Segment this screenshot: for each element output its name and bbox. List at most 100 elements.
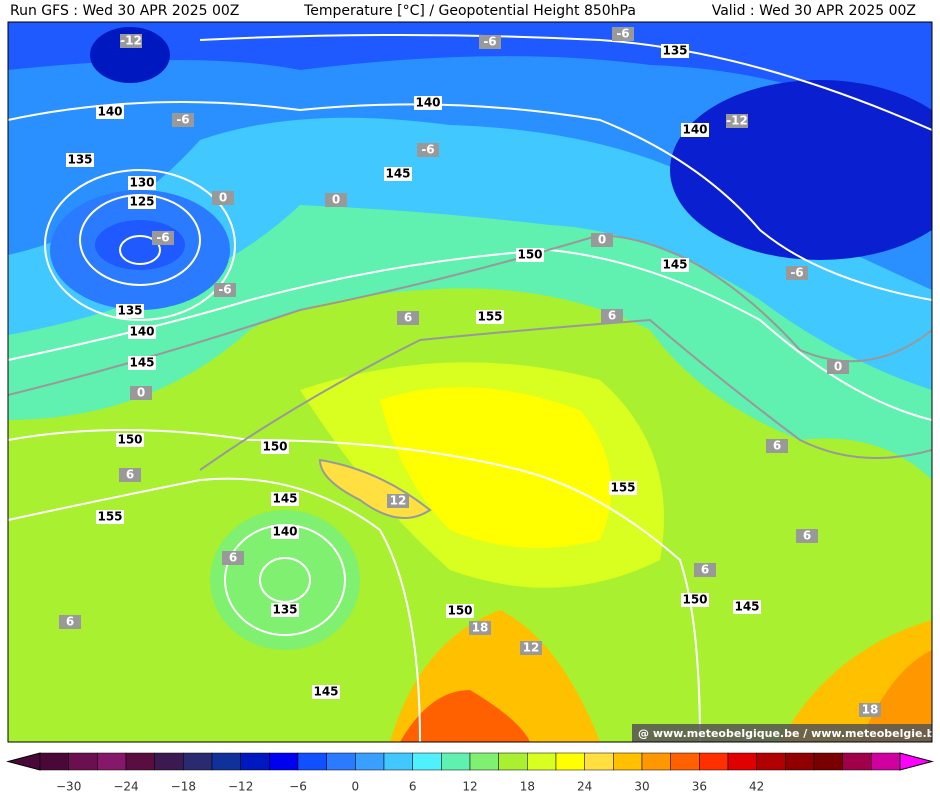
colorbar-label: 6	[409, 780, 417, 794]
temperature-label-box	[479, 35, 501, 49]
header-center: Temperature [°C] / Geopotential Height 8…	[303, 3, 636, 19]
temperature-label-box	[417, 143, 439, 157]
temperature-label: 0	[598, 233, 606, 247]
height-label: 145	[385, 167, 410, 181]
temperature-label-box	[214, 283, 236, 297]
temperature-label: -6	[483, 35, 496, 49]
height-label: 140	[97, 105, 122, 119]
temperature-label-box	[387, 494, 409, 508]
colorbar-end	[6, 752, 41, 771]
height-label-box	[116, 304, 144, 318]
temperature-label: 6	[229, 551, 237, 565]
temperature-label-box	[766, 439, 788, 453]
colorbar-segment	[584, 752, 614, 771]
temperature-label: -6	[176, 113, 189, 127]
colorbar-segment	[498, 752, 528, 771]
map-frame	[7, 21, 933, 743]
colorbar-label: −6	[289, 780, 307, 794]
temperature-label-box	[694, 563, 716, 577]
temperature-label: 18	[862, 703, 879, 717]
height-label: 135	[117, 304, 142, 318]
temperature-label: -6	[616, 27, 629, 41]
temperature-label: -6	[790, 266, 803, 280]
temperature-label-box	[786, 266, 808, 280]
temperature-label-box	[827, 360, 849, 374]
temperature-label-box	[469, 621, 491, 635]
height-label: 145	[313, 685, 338, 699]
colorbar-label: −12	[228, 780, 253, 794]
height-label: 140	[272, 525, 297, 539]
height-label-box	[516, 248, 544, 262]
temperature-label: 0	[219, 191, 227, 205]
colorbar-segment	[125, 752, 155, 771]
temperature-label: 12	[390, 494, 407, 508]
colorbar-segment	[383, 752, 413, 771]
temperature-label: 6	[404, 311, 412, 325]
colorbar-label: 18	[520, 780, 535, 794]
temperature-label-box	[520, 641, 542, 655]
temperature-label-box	[172, 113, 194, 127]
height-label-box	[96, 105, 124, 119]
height-label: 145	[272, 492, 297, 506]
colorbar-segment	[441, 752, 471, 771]
temperature-label: 6	[608, 309, 616, 323]
map: @ www.meteobelgique.be / www.meteobelgie…	[8, 22, 940, 742]
height-label-box	[476, 310, 504, 324]
colorbar-segment	[871, 752, 901, 771]
temperature-label-box	[726, 114, 748, 128]
colorbar-end	[899, 752, 934, 771]
colorbar-segment	[97, 752, 127, 771]
height-label-box	[414, 96, 442, 110]
temperature-label: 6	[701, 563, 709, 577]
height-label-box	[312, 685, 340, 699]
temperature-label-box	[591, 233, 613, 247]
colorbar-label: −18	[171, 780, 196, 794]
colorbar-segment	[355, 752, 385, 771]
height-label: 150	[447, 604, 472, 618]
colorbar-segment	[756, 752, 786, 771]
colorbar: −30 −24 −18 −12 −6 0 6 12 18 24 30 36 42	[6, 752, 934, 794]
temperature-label: -6	[156, 231, 169, 245]
temperature-label-box	[152, 231, 174, 245]
temperature-label-box	[120, 34, 142, 48]
height-label: 155	[97, 510, 122, 524]
height-label-box	[128, 356, 156, 370]
header-left: Run GFS : Wed 30 APR 2025 00Z	[10, 3, 239, 19]
height-label: 155	[477, 310, 502, 324]
temperature-label: 0	[834, 360, 842, 374]
height-label-box	[128, 325, 156, 339]
height-label-box	[128, 176, 156, 190]
colorbar-segment	[240, 752, 270, 771]
height-label: 155	[610, 481, 635, 495]
colorbar-segment	[297, 752, 327, 771]
colorbar-segment	[469, 752, 499, 771]
height-label: 145	[129, 356, 154, 370]
temperature-label-box	[612, 27, 634, 41]
colorbar-label: 0	[352, 780, 360, 794]
height-label-box	[446, 604, 474, 618]
height-label-box	[384, 167, 412, 181]
height-label: 135	[662, 44, 687, 58]
height-label: 140	[682, 123, 707, 137]
colorbar-segment	[39, 752, 69, 771]
temperature-label: -6	[421, 143, 434, 157]
height-label-box	[96, 510, 124, 524]
colorbar-segment	[68, 752, 98, 771]
height-label-box	[128, 195, 156, 209]
height-label: 150	[682, 593, 707, 607]
height-label: 130	[129, 176, 154, 190]
colorbar-segment	[183, 752, 213, 771]
height-label-box	[66, 153, 94, 167]
temperature-label: -12	[120, 34, 142, 48]
height-label-box	[271, 525, 299, 539]
watermark: @ www.meteobelgique.be / www.meteobelgie…	[638, 727, 940, 740]
height-label: 150	[262, 440, 287, 454]
height-label-box	[271, 603, 299, 617]
temperature-label: 6	[66, 615, 74, 629]
temperature-label: 6	[773, 439, 781, 453]
height-label-box	[609, 481, 637, 495]
height-label-box	[681, 123, 709, 137]
height-label-box	[733, 600, 761, 614]
temperature-label-box	[212, 191, 234, 205]
colorbar-label: 36	[692, 780, 707, 794]
